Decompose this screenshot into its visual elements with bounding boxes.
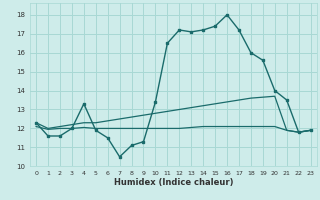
X-axis label: Humidex (Indice chaleur): Humidex (Indice chaleur): [114, 178, 233, 187]
